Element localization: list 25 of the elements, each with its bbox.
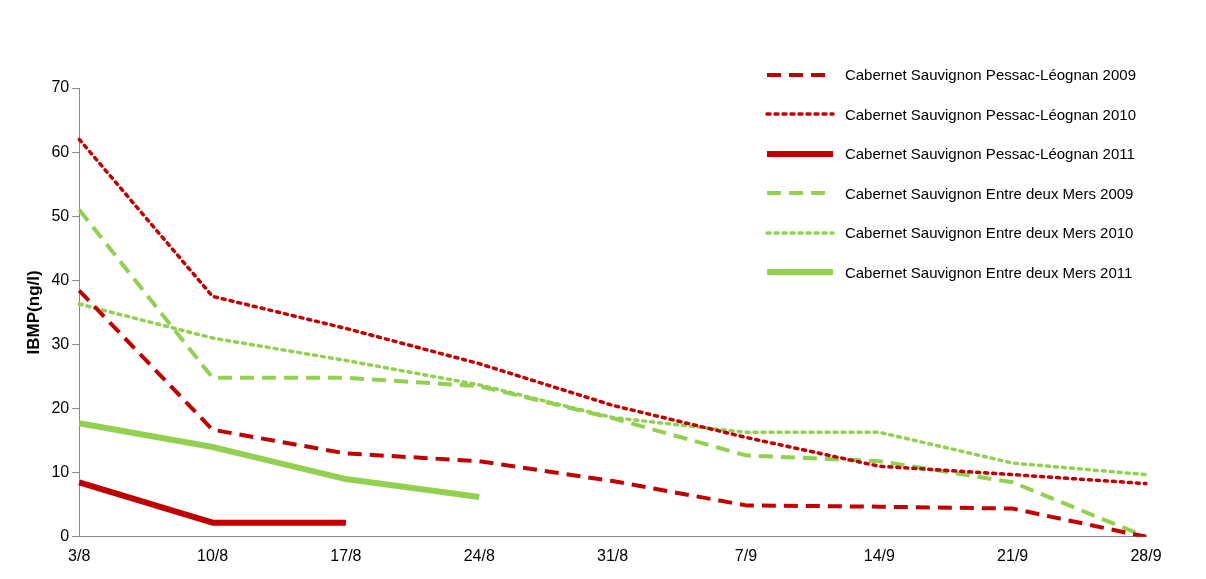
x-tick-label: 28/9 — [1130, 546, 1162, 564]
y-tick-label: 40 — [51, 270, 70, 288]
x-tick-label: 10/8 — [196, 546, 229, 564]
legend-label: Cabernet Sauvignon Entre deux Mers 2009 — [844, 184, 1134, 202]
x-tick-label: 24/8 — [463, 546, 495, 564]
x-tick-label: 21/9 — [997, 546, 1029, 564]
legend-label: Cabernet Sauvignon Entre deux Mers 2010 — [844, 224, 1134, 242]
y-tick-label: 50 — [51, 206, 70, 224]
y-tick-label: 10 — [51, 463, 70, 481]
y-tick-label: 20 — [51, 398, 70, 416]
legend-label: Cabernet Sauvignon Pessac-Léognan 2011 — [844, 145, 1135, 163]
y-tick-label: 60 — [51, 142, 70, 160]
legend-label: Cabernet Sauvignon Entre deux Mers 2011 — [844, 263, 1133, 281]
x-tick-label: 31/8 — [597, 546, 629, 564]
line-series — [77, 137, 1148, 486]
x-tick-label: 7/9 — [734, 546, 758, 564]
legend-label: Cabernet Sauvignon Pessac-Léognan 2009 — [844, 66, 1136, 84]
y-tick-label: 70 — [51, 78, 70, 96]
x-tick-label: 3/8 — [68, 546, 91, 564]
y-axis-title: IBMP(ng/l) — [23, 270, 43, 355]
y-tick-label: 30 — [51, 334, 70, 352]
y-tick-label: 0 — [60, 527, 70, 545]
x-tick-label: 14/9 — [863, 546, 895, 564]
legend-label: Cabernet Sauvignon Pessac-Léognan 2010 — [844, 105, 1136, 123]
x-tick-label: 17/8 — [330, 546, 362, 564]
